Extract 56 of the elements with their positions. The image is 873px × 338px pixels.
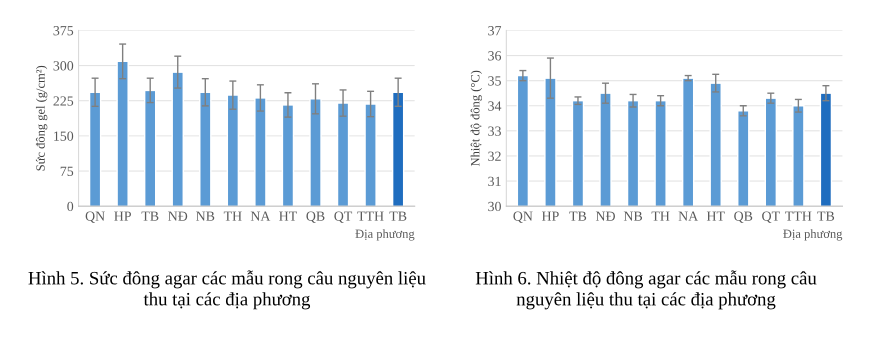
y-tick-label: 375 [54,26,74,36]
x-tick-label: NB [196,212,214,221]
y-tick-label: 75 [60,166,74,176]
x-tick-label: QN [86,211,105,223]
bar [226,94,240,206]
x-tick-label: TB [569,212,586,221]
x-tick-label: TB [390,212,406,221]
x-tick-label: TB [142,212,158,221]
bar [254,97,267,206]
x-tick-label: NĐ [168,212,188,221]
y-tick-label: 34 [488,101,502,111]
y-tick-label: 33 [488,126,501,136]
x-axis-title: Địa phương [355,229,414,241]
x-tick-label: TTH [357,212,384,221]
y-tick-label: 36 [488,51,502,60]
y-tick-label: 300 [54,61,74,71]
text: Hình 6. Nhiệt độ đông agar các mẫu rong câu nguyên liệu thu tại các địa phương [476,270,816,310]
x-tick-label: HT [279,212,297,221]
y-tick-label: 30 [488,202,501,212]
x-tick-label: QB [734,211,752,223]
bar [309,98,322,206]
x-tick-label: QT [334,211,352,223]
bar [199,92,212,206]
y-axis-title: Sức đông gel (g/cm²) [36,66,48,170]
y-tick-label: 31 [488,176,501,186]
x-tick-label: NB [624,212,642,221]
x-tick-label: HP [542,212,559,221]
y-tick-label: 35 [488,76,501,86]
x-tick-label: NĐ [596,212,615,221]
bar [364,103,377,206]
x-axis-title: Địa phương [783,229,842,241]
x-tick-label: TH [224,212,242,221]
bar [88,92,102,206]
y-tick-label: 37 [488,26,502,36]
y-axis-title: Nhiệt độ đông (°C) [470,70,482,166]
x-tick-label: QB [306,211,324,223]
y-tick-label: 32 [488,152,501,161]
bar [172,71,184,206]
x-tick-label: QT [762,211,780,223]
x-tick-label: HP [114,212,131,221]
x-tick-label: TTH [785,212,812,221]
y-tick-label: 225 [53,96,74,106]
x-tick-label: NA [678,212,698,221]
bar [116,60,129,206]
x-tick-label: TB [817,212,834,221]
x-tick-label: QN [513,211,533,223]
bar [336,102,350,206]
bar [282,104,294,206]
text: Hình 5. Sức đông agar các mẫu rong câu nguyên liệu thu tại các địa phương [28,270,426,310]
x-tick-label: NA [250,212,270,221]
bar [392,92,404,206]
x-tick-label: HT [706,212,725,221]
x-tick-label: TH [652,212,670,221]
y-tick-label: 150 [54,131,74,141]
bar [144,90,156,206]
y-tick-label: 0 [67,202,74,212]
